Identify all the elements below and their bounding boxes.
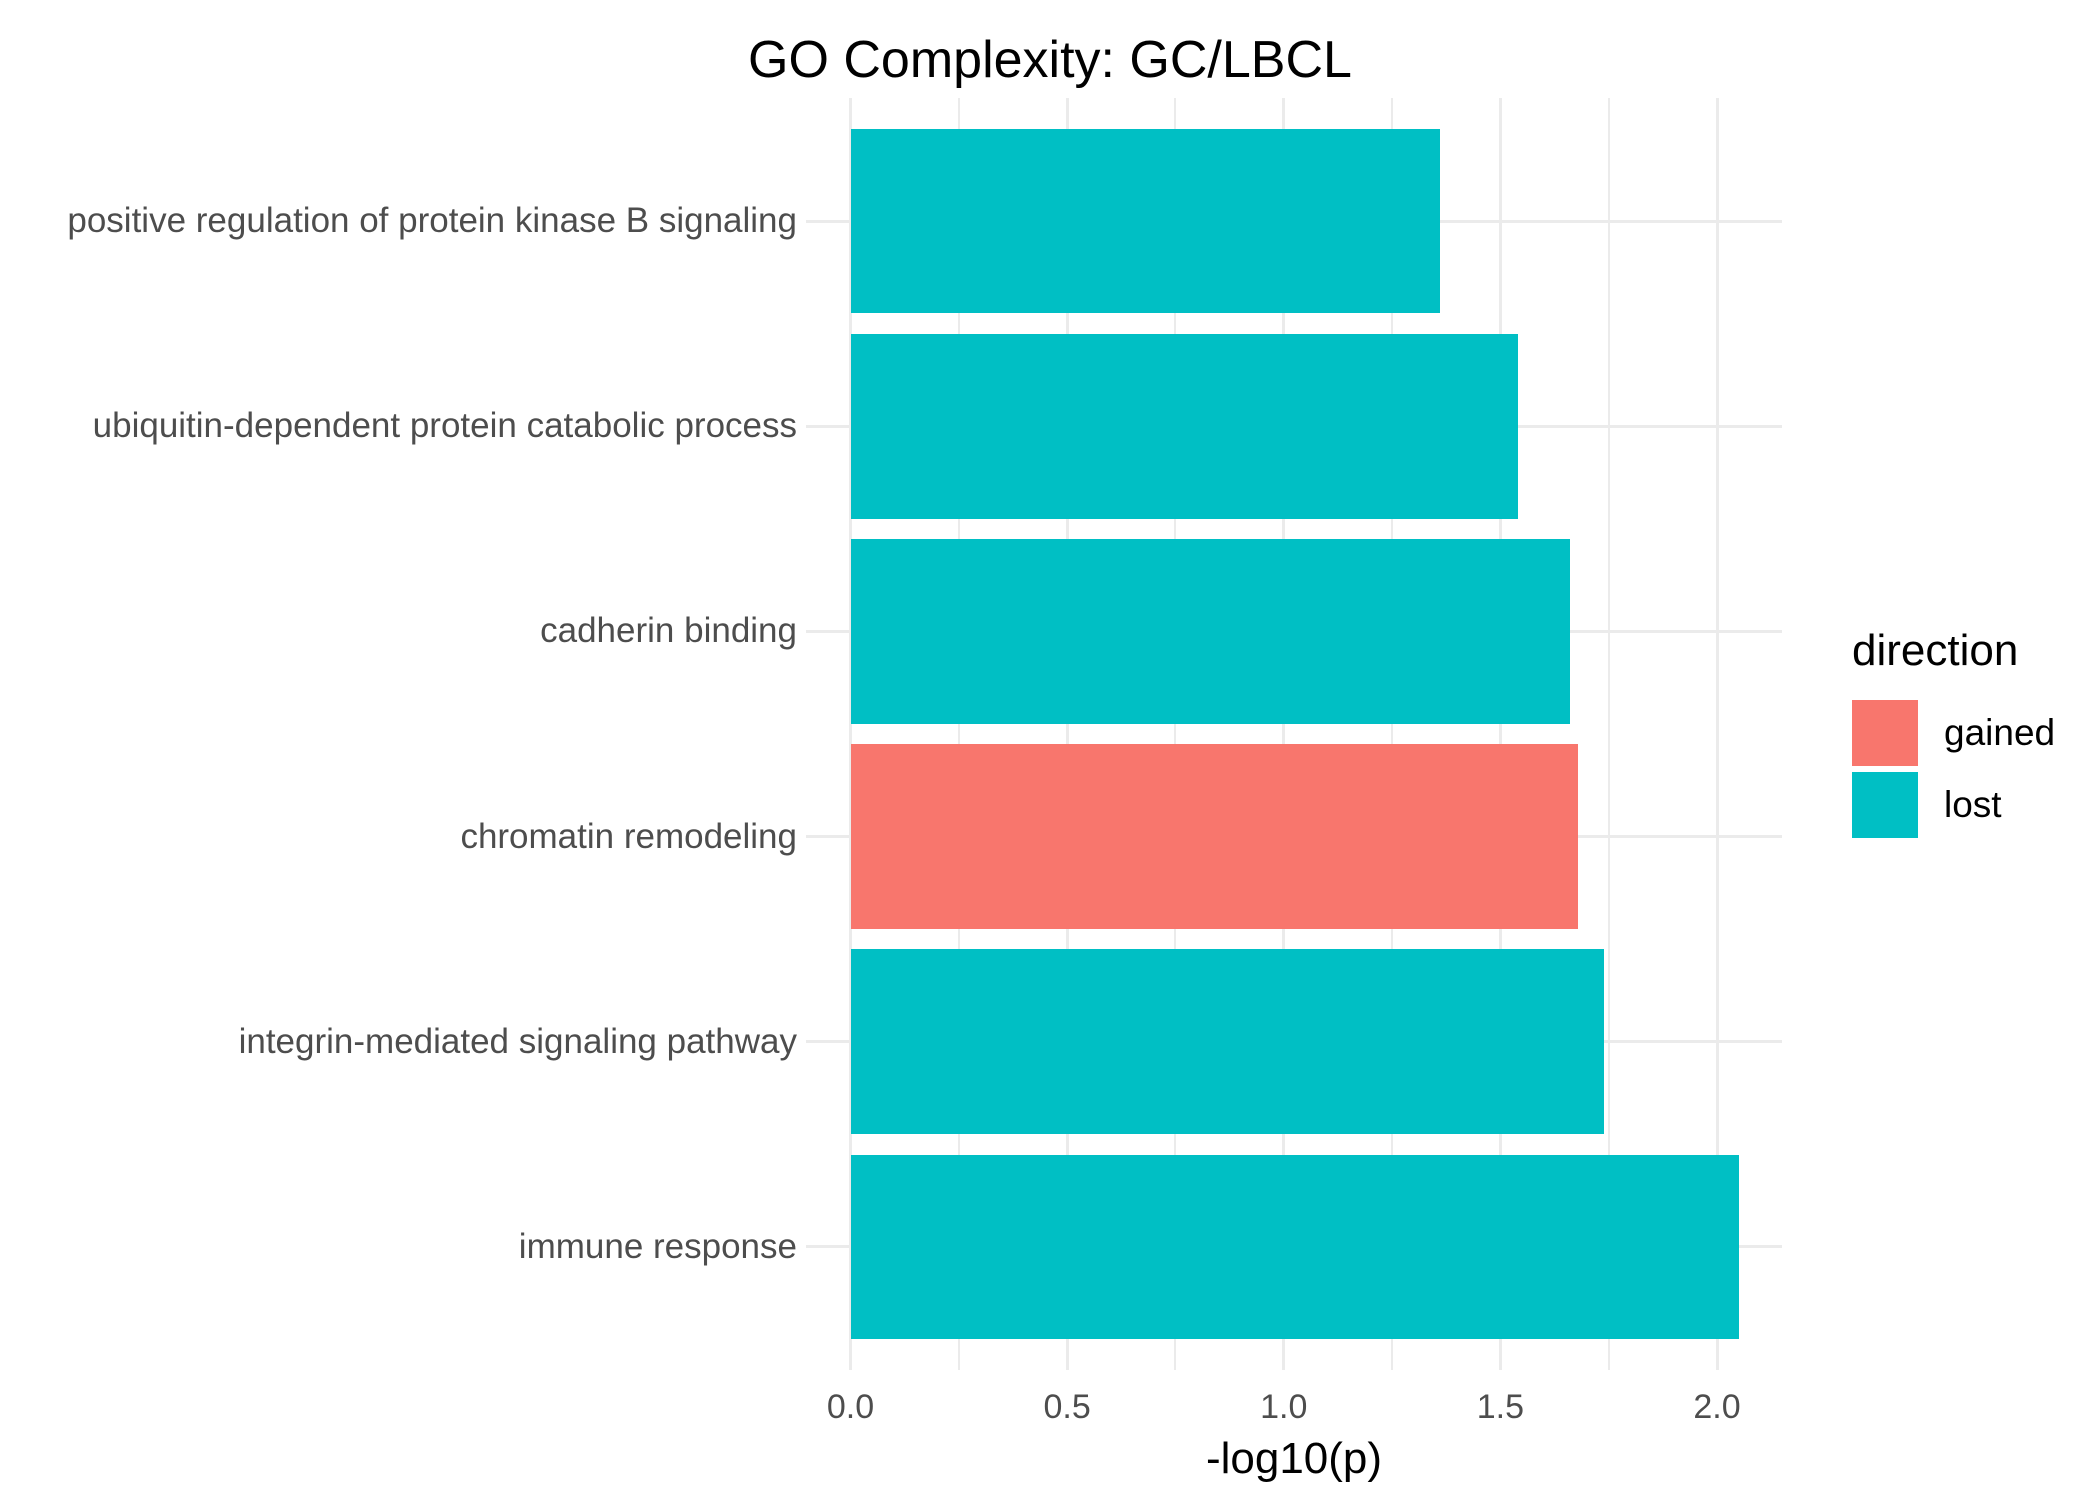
x-axis-tick-label: 0.0 [826, 1388, 875, 1426]
bar-lost [850, 1154, 1739, 1340]
chart-title: GO Complexity: GC/LBCL [748, 31, 1352, 89]
minor-gridline [957, 98, 960, 1370]
major-gridline [1282, 98, 1286, 1370]
bar-lost [850, 333, 1518, 519]
major-gridline [1498, 98, 1502, 1370]
major-gridline [1065, 98, 1069, 1370]
legend-title: direction [1852, 626, 2019, 675]
minor-gridline [1391, 98, 1394, 1370]
plot-panel [806, 98, 1782, 1370]
x-axis-tick-label: 2.0 [1693, 1388, 1741, 1426]
bar-gained [850, 744, 1579, 929]
minor-gridline [1174, 98, 1177, 1370]
bar-lost [850, 539, 1570, 724]
x-axis-tick-label: 1.0 [1260, 1388, 1308, 1426]
y-axis-label: positive regulation of protein kinase B … [67, 201, 797, 241]
bar-lost [850, 949, 1605, 1135]
legend-label-lost: lost [1944, 784, 2002, 825]
major-gridline [1715, 98, 1719, 1370]
x-axis-tick-label: 0.5 [1043, 1388, 1091, 1426]
legend-entry-gained: gained [1852, 700, 2092, 766]
x-axis-title: -log10(p) [1205, 1434, 1383, 1483]
y-axis-label: ubiquitin-dependent protein catabolic pr… [92, 406, 797, 446]
legend-swatch-lost [1852, 772, 1918, 838]
major-gridline [849, 98, 852, 1370]
y-axis-label: cadherin binding [540, 611, 797, 651]
y-axis-label: immune response [518, 1226, 797, 1266]
y-axis-label: integrin-mediated signaling pathway [238, 1021, 797, 1061]
bar-lost [850, 128, 1440, 314]
legend-label-gained: gained [1944, 712, 2056, 753]
legend-entry-lost: lost [1852, 772, 2092, 838]
minor-gridline [1607, 98, 1610, 1370]
y-axis-label: chromatin remodeling [460, 816, 797, 856]
legend: direction gained lost [1852, 626, 2092, 844]
legend-swatch-gained [1852, 700, 1918, 766]
x-axis-tick-label: 1.5 [1476, 1388, 1525, 1426]
